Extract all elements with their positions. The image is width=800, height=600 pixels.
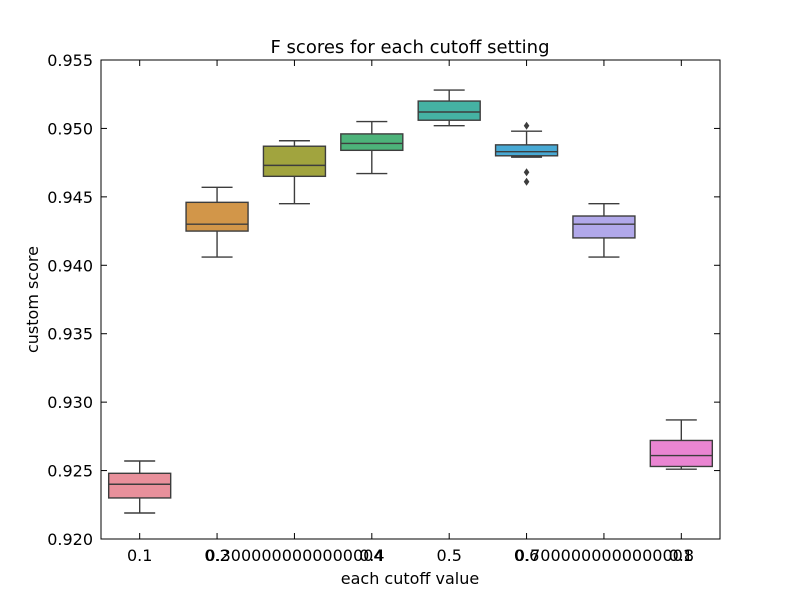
y-tick-label: 0.945 [47,188,93,207]
x-tick-label: 0.5 [436,546,461,565]
y-tick-label: 0.940 [47,256,93,275]
outlier-marker [523,168,530,177]
x-tick-label: 0.3000000000000004 [205,546,383,565]
box-group [107,460,172,514]
x-tick-label: 0.8 [669,546,694,565]
y-tick-label: 0.920 [47,530,93,549]
box-group [340,120,404,175]
box-group [417,89,481,127]
x-tick-label: 0.2 [204,546,229,565]
x-tick-label: 0.7000000000000001 [515,546,693,565]
y-tick-label: 0.955 [47,51,93,70]
box-group [262,140,327,205]
x-tick-label: 0.6 [514,546,539,565]
box [649,439,714,468]
chart-title: F scores for each cutoff setting [270,37,549,58]
y-tick-label: 0.935 [47,325,93,344]
box [262,145,327,178]
box [107,472,172,499]
axis-layer: 0.920 0.925 0.930 0.935 0.940 0.945 0.950 0.955… [47,51,721,565]
box-group [494,121,559,186]
box [572,215,636,239]
plot-layer [107,89,714,514]
outlier-marker [523,177,530,186]
box [185,201,249,232]
y-tick-label: 0.930 [47,393,93,412]
box-group [649,419,714,470]
y-tick-label: 0.925 [47,462,93,481]
y-tick-label: 0.950 [47,119,93,138]
box-group [185,186,249,258]
box [340,133,404,152]
box-group [572,202,636,258]
outlier-marker [523,121,530,130]
box [494,144,559,157]
box [417,100,481,121]
x-tick-label: 0.4 [359,546,384,565]
x-tick-label: 0.1 [127,546,152,565]
x-axis-label: each cutoff value [341,569,479,588]
y-axis-label: custom score [23,246,42,353]
plot-frame [100,59,721,540]
